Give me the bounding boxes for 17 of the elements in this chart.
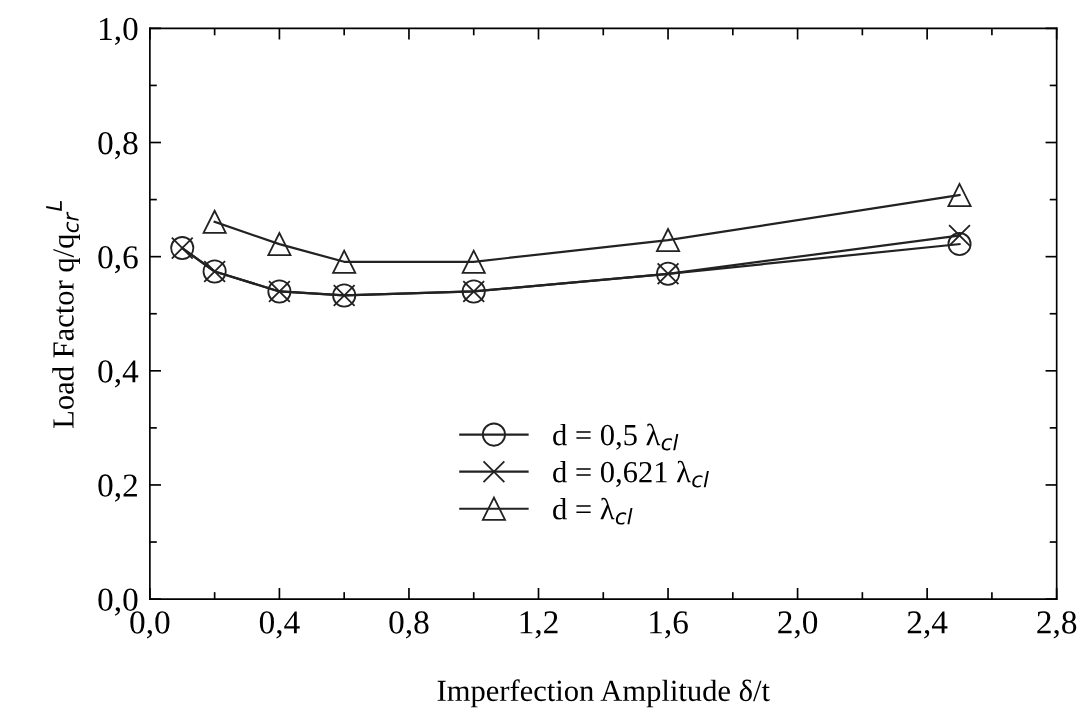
y-tick-label: 0,6 [98,246,138,274]
x-tick-label: 1,6 [650,611,688,639]
x-tick-label: 0,4 [259,611,300,639]
legend-label: d = 0,621 λ$_{cl}$ [553,460,709,488]
y-tick-label: 0,8 [98,131,138,160]
legend-label: d = 0,5 λ$_{cl}$ [553,423,679,451]
y-tick-label: 0,4 [98,360,139,388]
x-tick-label: 2,4 [907,611,948,639]
x-axis-title: Imperfection Amplitude δ/t [437,679,770,708]
y-axis-title: Load Factor q/q$_{cr}$$^{L}$ [46,201,80,428]
x-tick-label: 0,8 [389,611,429,639]
y-tick-label: 1,0 [100,17,138,46]
x-tick-label: 2,0 [778,611,818,639]
x-tick-label: 2,8 [1037,611,1077,639]
x-tick-label: 1,2 [520,611,558,639]
legend-label: d = λ$_{cl}$ [553,497,633,525]
y-tick-label: 0,2 [98,474,137,502]
